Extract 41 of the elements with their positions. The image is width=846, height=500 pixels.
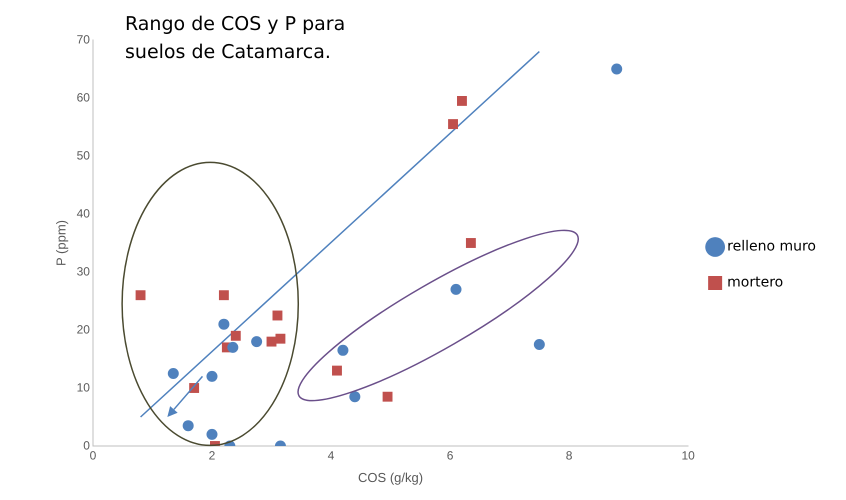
x-tick-label: 2	[208, 448, 216, 463]
point	[466, 238, 476, 248]
point	[457, 96, 467, 106]
point	[206, 370, 218, 382]
y-tick-label: 40	[76, 206, 90, 220]
point	[611, 64, 622, 74]
y-tick-label: 50	[76, 148, 90, 162]
x-tick-label: 4	[328, 448, 335, 463]
point	[136, 290, 146, 300]
y-tick-label: 30	[76, 264, 90, 278]
x-axis-title: COS (g/kg)	[358, 470, 424, 485]
point	[349, 391, 360, 402]
legend-label: relleno muro	[727, 238, 816, 255]
point	[218, 290, 229, 300]
point	[251, 336, 262, 348]
point	[332, 366, 342, 376]
point	[266, 336, 276, 347]
x-tick-label: 8	[566, 448, 573, 463]
point	[534, 339, 545, 350]
point	[227, 342, 238, 353]
point	[450, 284, 462, 295]
point	[168, 368, 179, 379]
x-tick-label: 6	[446, 448, 454, 463]
y-tick-label: 0	[83, 438, 90, 452]
y-tick-label: 20	[76, 322, 90, 336]
x-tick-label: 10	[681, 448, 696, 463]
point	[218, 318, 230, 330]
y-tick-label: 10	[76, 380, 90, 394]
point	[337, 344, 348, 356]
point	[182, 420, 194, 432]
point	[230, 330, 241, 341]
legend-label: mortero	[727, 274, 784, 291]
point	[272, 310, 282, 320]
y-tick-label: 60	[76, 90, 90, 104]
chart-title: Rango de COS y P para suelos de Catamarca.	[125, 12, 346, 65]
point	[275, 334, 286, 344]
y-axis-title: P (ppm)	[53, 220, 68, 266]
y-tick-label: 70	[76, 32, 90, 46]
point	[448, 119, 458, 130]
point	[206, 428, 218, 440]
point	[382, 392, 393, 402]
